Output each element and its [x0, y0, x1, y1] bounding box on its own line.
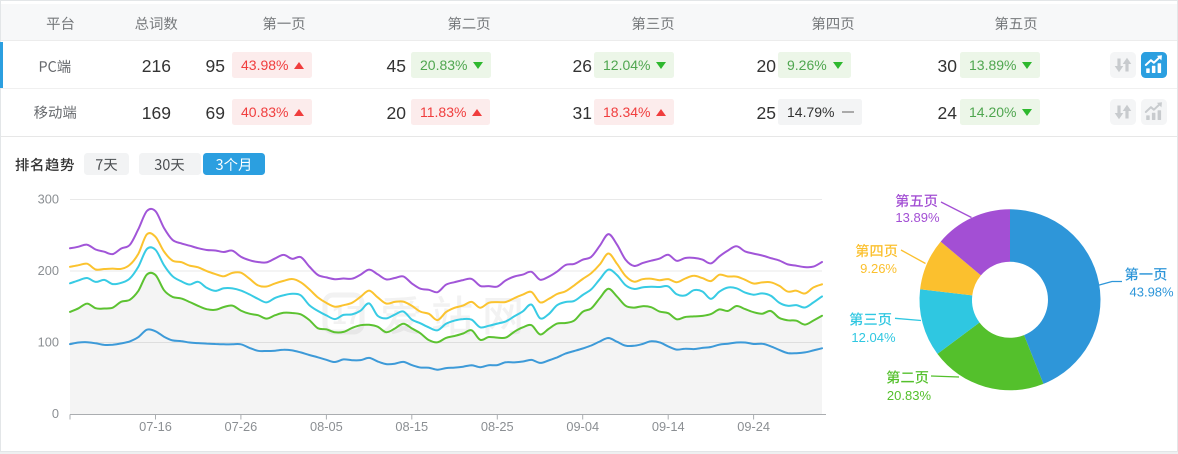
svg-text:200: 200	[38, 263, 59, 278]
svg-text:09-24: 09-24	[737, 419, 770, 434]
svg-text:08-25: 08-25	[481, 419, 514, 434]
svg-text:08-05: 08-05	[310, 419, 343, 434]
svg-text:08-15: 08-15	[395, 419, 428, 434]
svg-text:13.89%: 13.89%	[895, 210, 940, 225]
svg-text:09-14: 09-14	[652, 419, 685, 434]
svg-text:43.98%: 43.98%	[1130, 285, 1175, 300]
svg-text:100: 100	[38, 335, 59, 350]
svg-text:09-04: 09-04	[566, 419, 599, 434]
svg-text:07-16: 07-16	[139, 419, 172, 434]
svg-text:20.83%: 20.83%	[887, 388, 932, 403]
svg-text:12.04%: 12.04%	[851, 330, 896, 345]
svg-text:07-26: 07-26	[225, 419, 258, 434]
svg-text:0: 0	[52, 406, 59, 421]
svg-text:300: 300	[38, 192, 59, 207]
svg-text:9.26%: 9.26%	[860, 261, 897, 276]
